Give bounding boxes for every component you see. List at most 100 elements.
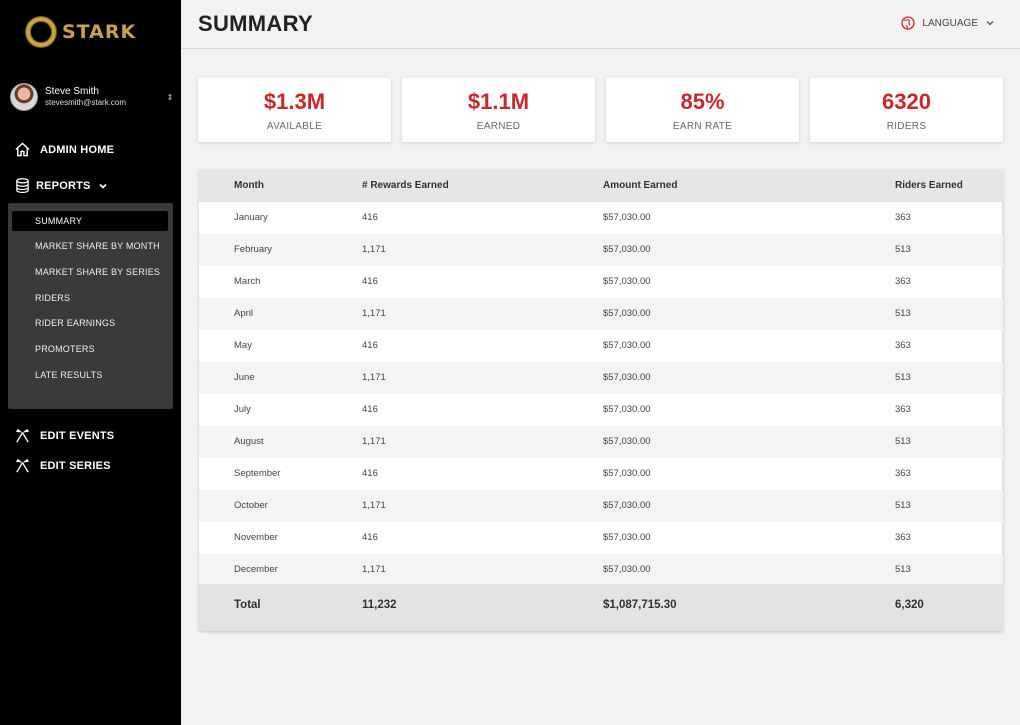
cell-riders: 513 [895, 436, 911, 447]
cell-rewards: 416 [362, 404, 378, 415]
cell-amount: $57,030.00 [603, 564, 651, 575]
cell-riders: 513 [895, 500, 911, 511]
nav-reports[interactable]: REPORTS [14, 177, 108, 194]
table-row: April 1,171 $57,030.00 513 [199, 298, 1003, 330]
nav-reports-label: REPORTS [36, 179, 91, 192]
cell-month: April [234, 308, 254, 319]
submenu-promoters[interactable]: PROMOTERS [35, 344, 95, 354]
submenu-late-results[interactable]: LATE RESULTS [35, 370, 103, 380]
chevron-down-icon [99, 183, 107, 189]
table-footer-total: Total 11,232 $1,087,715.30 6,320 [199, 584, 1003, 631]
avatar [10, 83, 38, 111]
cell-amount: $57,030.00 [603, 372, 651, 383]
cell-amount: $57,030.00 [603, 436, 651, 447]
total-label: Total [234, 599, 261, 611]
stat-label: RIDERS [886, 121, 927, 132]
sidebar: STARK Steve Smith stevesmith@stark.com ⇕… [0, 0, 181, 725]
cell-rewards: 416 [362, 468, 378, 479]
stat-value: $1.1M [467, 89, 530, 114]
user-email: stevesmith@stark.com [45, 98, 127, 107]
stat-value: 85% [680, 89, 725, 114]
submenu-market-share-by-series[interactable]: MARKET SHARE BY SERIES [35, 267, 161, 277]
cell-riders: 363 [895, 404, 911, 415]
top-header: SUMMARY LANGUAGE [181, 0, 1020, 49]
database-icon [16, 178, 29, 194]
cell-riders: 363 [895, 212, 911, 223]
summary-table: Month # Rewards Earned Amount Earned Rid… [199, 170, 1003, 631]
stat-label: EARNED [476, 121, 521, 132]
nav-admin-home[interactable]: ADMIN HOME [14, 141, 114, 158]
nav-edit-series[interactable]: EDIT SERIES [14, 457, 111, 474]
cell-rewards: 1,171 [362, 308, 386, 319]
total-rewards: 11,232 [362, 599, 397, 611]
table-row: December 1,171 $57,030.00 513 [199, 554, 1003, 586]
cell-amount: $57,030.00 [603, 276, 651, 287]
cell-rewards: 1,171 [362, 500, 386, 511]
cell-amount: $57,030.00 [603, 500, 651, 511]
brand-name: STARK [62, 21, 137, 43]
cell-month: May [234, 340, 252, 351]
stat-card-riders: 6320 RIDERS [810, 78, 1003, 142]
cell-month: June [234, 372, 255, 383]
cell-amount: $57,030.00 [603, 244, 651, 255]
cell-month: September [234, 468, 281, 479]
user-menu[interactable]: Steve Smith stevesmith@stark.com ⇕ [10, 82, 175, 112]
cell-month: October [234, 500, 268, 511]
column-header-rewards-earned[interactable]: # Rewards Earned [362, 180, 449, 191]
cell-riders: 363 [895, 532, 911, 543]
cell-riders: 513 [895, 308, 911, 319]
table-row: July 416 $57,030.00 363 [199, 394, 1003, 426]
total-riders: 6,320 [895, 599, 924, 611]
language-selector[interactable]: LANGUAGE [901, 16, 1002, 30]
cell-rewards: 1,171 [362, 436, 386, 447]
brand-logo[interactable]: STARK [26, 12, 136, 52]
column-header-riders-earned[interactable]: Riders Earned [895, 180, 963, 191]
cell-month: November [234, 532, 278, 543]
submenu-summary[interactable]: SUMMARY [12, 211, 168, 231]
nav-edit-events-label: EDIT EVENTS [40, 429, 115, 442]
stat-card-available: $1.3M AVAILABLE [198, 78, 391, 142]
submenu-market-share-by-month[interactable]: MARKET SHARE BY MONTH [35, 241, 160, 251]
stat-card-earn-rate: 85% EARN RATE [606, 78, 799, 142]
table-row: February 1,171 $57,030.00 513 [199, 234, 1003, 266]
table-row: October 1,171 $57,030.00 513 [199, 490, 1003, 522]
submenu-rider-earnings[interactable]: RIDER EARNINGS [35, 318, 116, 328]
cell-month: February [234, 244, 273, 255]
stat-value: $1.3M [263, 89, 326, 114]
table-row: March 416 $57,030.00 363 [199, 266, 1003, 298]
cell-rewards: 1,171 [362, 372, 386, 383]
submenu-riders[interactable]: RIDERS [35, 293, 71, 303]
table-row: June 1,171 $57,030.00 513 [199, 362, 1003, 394]
cell-riders: 363 [895, 340, 911, 351]
cell-riders: 513 [895, 372, 911, 383]
nav-edit-series-label: EDIT SERIES [40, 459, 111, 472]
table-row: September 416 $57,030.00 363 [199, 458, 1003, 490]
cell-amount: $57,030.00 [603, 308, 651, 319]
stat-value: 6320 [882, 89, 931, 114]
chevron-down-icon [986, 21, 994, 26]
cell-month: March [234, 276, 261, 287]
column-header-amount-earned[interactable]: Amount Earned [603, 180, 678, 191]
cell-amount: $57,030.00 [603, 532, 651, 543]
reports-submenu: SUMMARY MARKET SHARE BY MONTH MARKET SHA… [8, 203, 173, 409]
cell-amount: $57,030.00 [603, 404, 651, 415]
logo-ring-icon [26, 17, 56, 47]
up-down-caret-icon: ⇕ [166, 92, 174, 102]
home-icon [15, 142, 30, 157]
cell-month: December [234, 564, 278, 575]
column-header-month[interactable]: Month [234, 180, 264, 191]
cell-month: July [234, 404, 251, 415]
nav-edit-events[interactable]: EDIT EVENTS [14, 427, 114, 444]
cell-rewards: 1,171 [362, 564, 386, 575]
cell-amount: $57,030.00 [603, 468, 651, 479]
user-name: Steve Smith [45, 86, 99, 97]
cell-riders: 363 [895, 276, 911, 287]
stat-label: EARN RATE [672, 121, 733, 132]
nav-admin-home-label: ADMIN HOME [40, 143, 115, 156]
table-row: November 416 $57,030.00 363 [199, 522, 1003, 554]
stat-card-earned: $1.1M EARNED [402, 78, 595, 142]
cell-rewards: 416 [362, 276, 378, 287]
cell-riders: 513 [895, 564, 911, 575]
page-title: SUMMARY [198, 11, 313, 36]
table-header: Month # Rewards Earned Amount Earned Rid… [199, 170, 1003, 202]
